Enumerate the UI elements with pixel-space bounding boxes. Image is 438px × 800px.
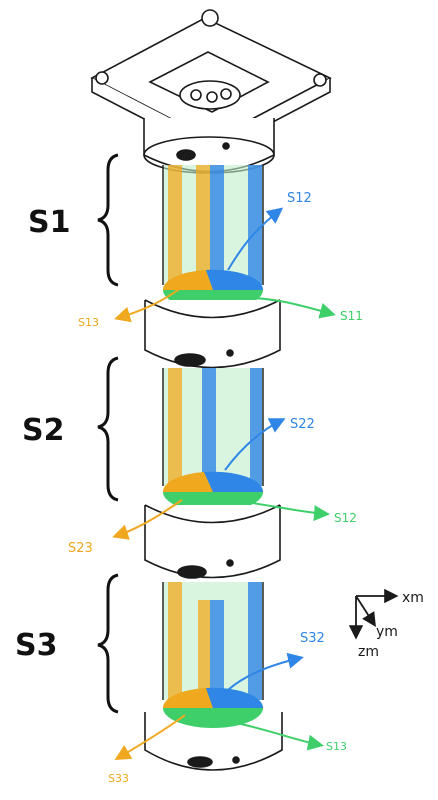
arrow-s12-mid [231,499,330,522]
segment-s2-tube [162,368,264,512]
collar-1 [144,299,281,369]
arrow-s32 [227,652,304,691]
axis-x-label: xm [402,590,424,606]
label-s23: S23 [68,541,93,556]
axis-y-label: ym [376,624,398,640]
axis-z-label: zm [358,644,379,660]
label-s11: S11 [340,309,363,323]
axis-y-arrow [355,595,376,628]
top-collar [143,118,275,174]
arrow-s11 [231,296,336,319]
label-s32: S32 [300,631,325,646]
section-label-s2: S2 [22,413,64,448]
arrow-s12-top [227,207,284,271]
label-s33: S33 [108,772,129,785]
section-label-s1: S1 [28,205,70,240]
arrow-s33 [114,714,186,761]
brace-s1 [97,153,119,287]
label-s22: S22 [290,417,315,432]
arrow-s23 [112,499,183,540]
segment-s1-tube [162,165,264,310]
arrow-s13-bottom [231,721,324,751]
brace-s3 [97,573,119,714]
label-s12-mid: S12 [334,511,357,525]
coordinate-axes [348,588,399,640]
arrow-s13-top [114,284,186,323]
label-s12-top: S12 [287,191,312,206]
label-s13-bottom: S13 [326,740,347,753]
collar-2 [144,504,281,579]
section-label-s3: S3 [15,628,57,663]
arrow-s22 [224,418,286,471]
label-s13-top: S13 [78,316,99,329]
brace-s2 [97,356,119,502]
segment-s3-tube [162,582,264,728]
bottom-collar [144,712,283,771]
